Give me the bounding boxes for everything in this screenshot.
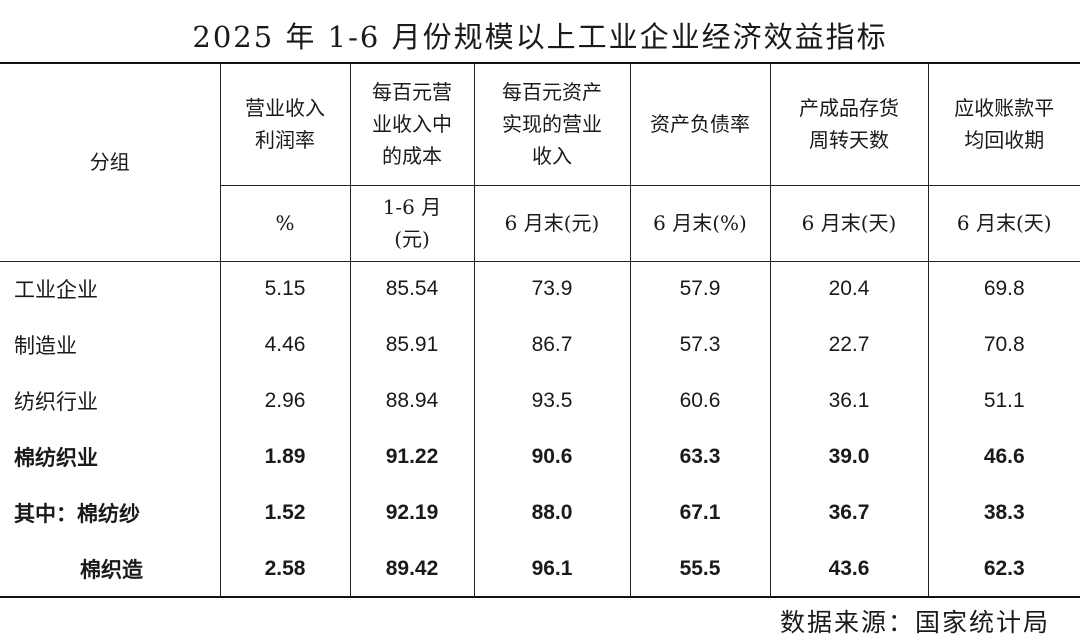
table-cell: 93.5 bbox=[473, 373, 630, 429]
table-cell: 36.1 bbox=[769, 373, 928, 429]
unit-cell: 6 月末(%) bbox=[629, 184, 770, 261]
row-label: 棉织造 bbox=[0, 541, 220, 598]
table-cell: 1.52 bbox=[219, 485, 350, 541]
table-cell: 85.91 bbox=[349, 317, 474, 373]
table-cell: 39.0 bbox=[769, 429, 928, 485]
row-label: 纺织行业 bbox=[14, 390, 98, 414]
row-label: 其中：棉纺纱 bbox=[14, 501, 140, 526]
table-cell: 91.22 bbox=[349, 429, 474, 485]
table-row: 工业企业 5.15 85.54 73.9 57.9 20.4 69.8 bbox=[0, 260, 1080, 317]
table-row: 其中：棉纺纱 1.52 92.19 88.0 67.1 36.7 38.3 bbox=[0, 485, 1080, 541]
table-cell: 43.6 bbox=[769, 541, 928, 598]
table-cell: 85.54 bbox=[349, 260, 474, 317]
table-cell: 55.5 bbox=[629, 541, 770, 598]
table-row: 棉纺织业 1.89 91.22 90.6 63.3 39.0 46.6 bbox=[0, 429, 1080, 485]
table-cell: 57.9 bbox=[629, 260, 770, 317]
column-header-debt-ratio: 资产负债率 bbox=[629, 62, 770, 185]
table-cell: 2.58 bbox=[219, 541, 350, 598]
table-cell: 62.3 bbox=[927, 541, 1080, 598]
unit-row: % 1-6 月 (元) 6 月末(元) 6 月末(%) 6 月末(天) 6 月末… bbox=[0, 184, 1080, 261]
table-row: 制造业 4.46 85.91 86.7 57.3 22.7 70.8 bbox=[0, 317, 1080, 373]
row-label: 棉纺织业 bbox=[14, 445, 98, 470]
unit-cell: 6 月末(天) bbox=[927, 184, 1080, 261]
unit-cell: 6 月末(元) bbox=[473, 184, 630, 261]
table-cell: 70.8 bbox=[927, 317, 1080, 373]
row-label: 工业企业 bbox=[0, 260, 220, 317]
table-cell: 67.1 bbox=[629, 485, 770, 541]
table-row: 纺织行业 2.96 88.94 93.5 60.6 36.1 51.1 bbox=[0, 373, 1080, 429]
table-cell: 63.3 bbox=[629, 429, 770, 485]
table-cell: 4.46 bbox=[219, 317, 350, 373]
source-note: 数据来源：国家统计局 bbox=[779, 608, 1050, 637]
table-cell: 73.9 bbox=[473, 260, 630, 317]
table-row: 棉织造 2.58 89.42 96.1 55.5 43.6 62.3 bbox=[0, 541, 1080, 598]
column-header-revenue-per-100-assets: 每百元资产 实现的营业 收入 bbox=[473, 62, 630, 185]
table-cell: 86.7 bbox=[473, 317, 630, 373]
indicator-table: 分组 营业收入 利润率 每百元营 业收入中 的成本 每百元资产 实现的营业 收入… bbox=[0, 62, 1080, 598]
page-title: 2025 年 1-6 月份规模以上工业企业经济效益指标 bbox=[192, 20, 888, 54]
unit-cell: 6 月末(天) bbox=[769, 184, 928, 261]
table-cell: 88.0 bbox=[473, 485, 630, 541]
column-header-inventory-days: 产成品存货 周转天数 bbox=[769, 62, 928, 185]
column-header-profit-rate: 营业收入 利润率 bbox=[219, 62, 350, 185]
table-cell: 38.3 bbox=[927, 485, 1080, 541]
table-cell: 60.6 bbox=[629, 373, 770, 429]
column-header-receivable-days: 应收账款平 均回收期 bbox=[927, 62, 1080, 185]
table-cell: 69.8 bbox=[927, 260, 1080, 317]
row-label: 制造业 bbox=[14, 334, 77, 358]
table-cell: 51.1 bbox=[927, 373, 1080, 429]
table-cell: 89.42 bbox=[349, 541, 474, 598]
table-cell: 1.89 bbox=[219, 429, 350, 485]
table-cell: 96.1 bbox=[473, 541, 630, 598]
table-cell: 20.4 bbox=[769, 260, 928, 317]
group-header: 分组 bbox=[0, 62, 220, 261]
table-cell: 36.7 bbox=[769, 485, 928, 541]
column-header-cost-per-100: 每百元营 业收入中 的成本 bbox=[349, 62, 474, 185]
table-cell: 57.3 bbox=[629, 317, 770, 373]
table-cell: 88.94 bbox=[349, 373, 474, 429]
table-cell: 22.7 bbox=[769, 317, 928, 373]
header-row: 分组 营业收入 利润率 每百元营 业收入中 的成本 每百元资产 实现的营业 收入… bbox=[0, 62, 1080, 261]
unit-cell: % bbox=[219, 184, 350, 261]
unit-cell: 1-6 月 (元) bbox=[349, 184, 474, 261]
table-cell: 5.15 bbox=[219, 260, 350, 317]
table-cell: 90.6 bbox=[473, 429, 630, 485]
table-cell: 46.6 bbox=[927, 429, 1080, 485]
table-cell: 2.96 bbox=[219, 373, 350, 429]
table-cell: 92.19 bbox=[349, 485, 474, 541]
